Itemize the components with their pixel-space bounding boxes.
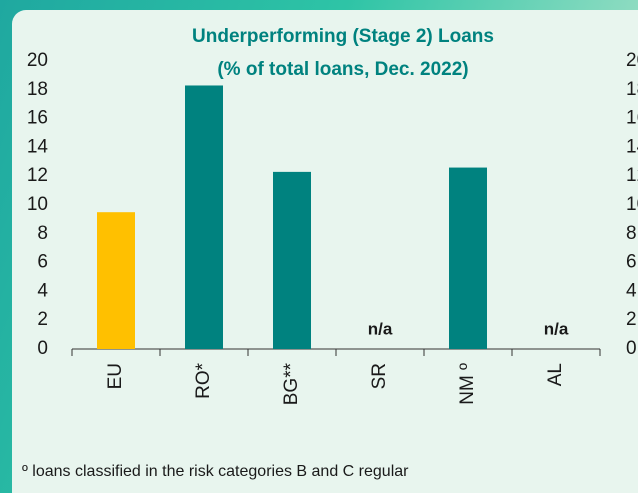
y2-tick-label: 16 bbox=[626, 108, 638, 129]
y-tick-label: 20 bbox=[27, 50, 48, 71]
x-tick-label: RO* bbox=[193, 362, 214, 399]
y-tick-label: 18 bbox=[27, 79, 48, 100]
y-tick-label: 12 bbox=[27, 165, 48, 186]
y2-tick-label: 0 bbox=[626, 338, 637, 359]
y-tick-label: 0 bbox=[37, 338, 48, 359]
y2-tick-label: 20 bbox=[626, 50, 638, 71]
x-tick-label: EU bbox=[105, 363, 126, 389]
y-tick-label: 14 bbox=[27, 136, 49, 157]
y2-tick-label: 4 bbox=[626, 280, 637, 301]
y-tick-label: 6 bbox=[37, 252, 48, 273]
chart-title: Underperforming (Stage 2) Loans bbox=[192, 26, 494, 47]
x-tick-label: AL bbox=[545, 363, 566, 386]
y2-tick-label: 18 bbox=[626, 79, 638, 100]
y-tick-label: 8 bbox=[37, 223, 48, 244]
x-tick-label: NM º bbox=[457, 363, 478, 405]
bar bbox=[97, 212, 135, 349]
chart-subtitle: (% of total loans, Dec. 2022) bbox=[217, 59, 468, 80]
footnote: º loans classified in the risk categorie… bbox=[22, 463, 409, 480]
y2-tick-label: 10 bbox=[626, 194, 638, 215]
y2-tick-label: 6 bbox=[626, 252, 637, 273]
bar bbox=[185, 85, 223, 349]
x-tick-label: BG** bbox=[281, 362, 302, 405]
y2-tick-label: 12 bbox=[626, 165, 638, 186]
y-tick-label: 2 bbox=[37, 309, 48, 330]
y-tick-label: 10 bbox=[27, 194, 48, 215]
value-label: n/a bbox=[368, 319, 393, 338]
y2-tick-label: 14 bbox=[626, 136, 638, 157]
panel bbox=[12, 10, 638, 493]
y2-tick-label: 8 bbox=[626, 223, 637, 244]
y-tick-label: 4 bbox=[37, 280, 48, 301]
bar bbox=[273, 171, 311, 349]
bar bbox=[449, 167, 487, 349]
value-label: n/a bbox=[544, 319, 569, 338]
x-tick-label: SR bbox=[369, 363, 390, 389]
y2-tick-label: 2 bbox=[626, 309, 637, 330]
y-tick-label: 16 bbox=[27, 108, 48, 129]
